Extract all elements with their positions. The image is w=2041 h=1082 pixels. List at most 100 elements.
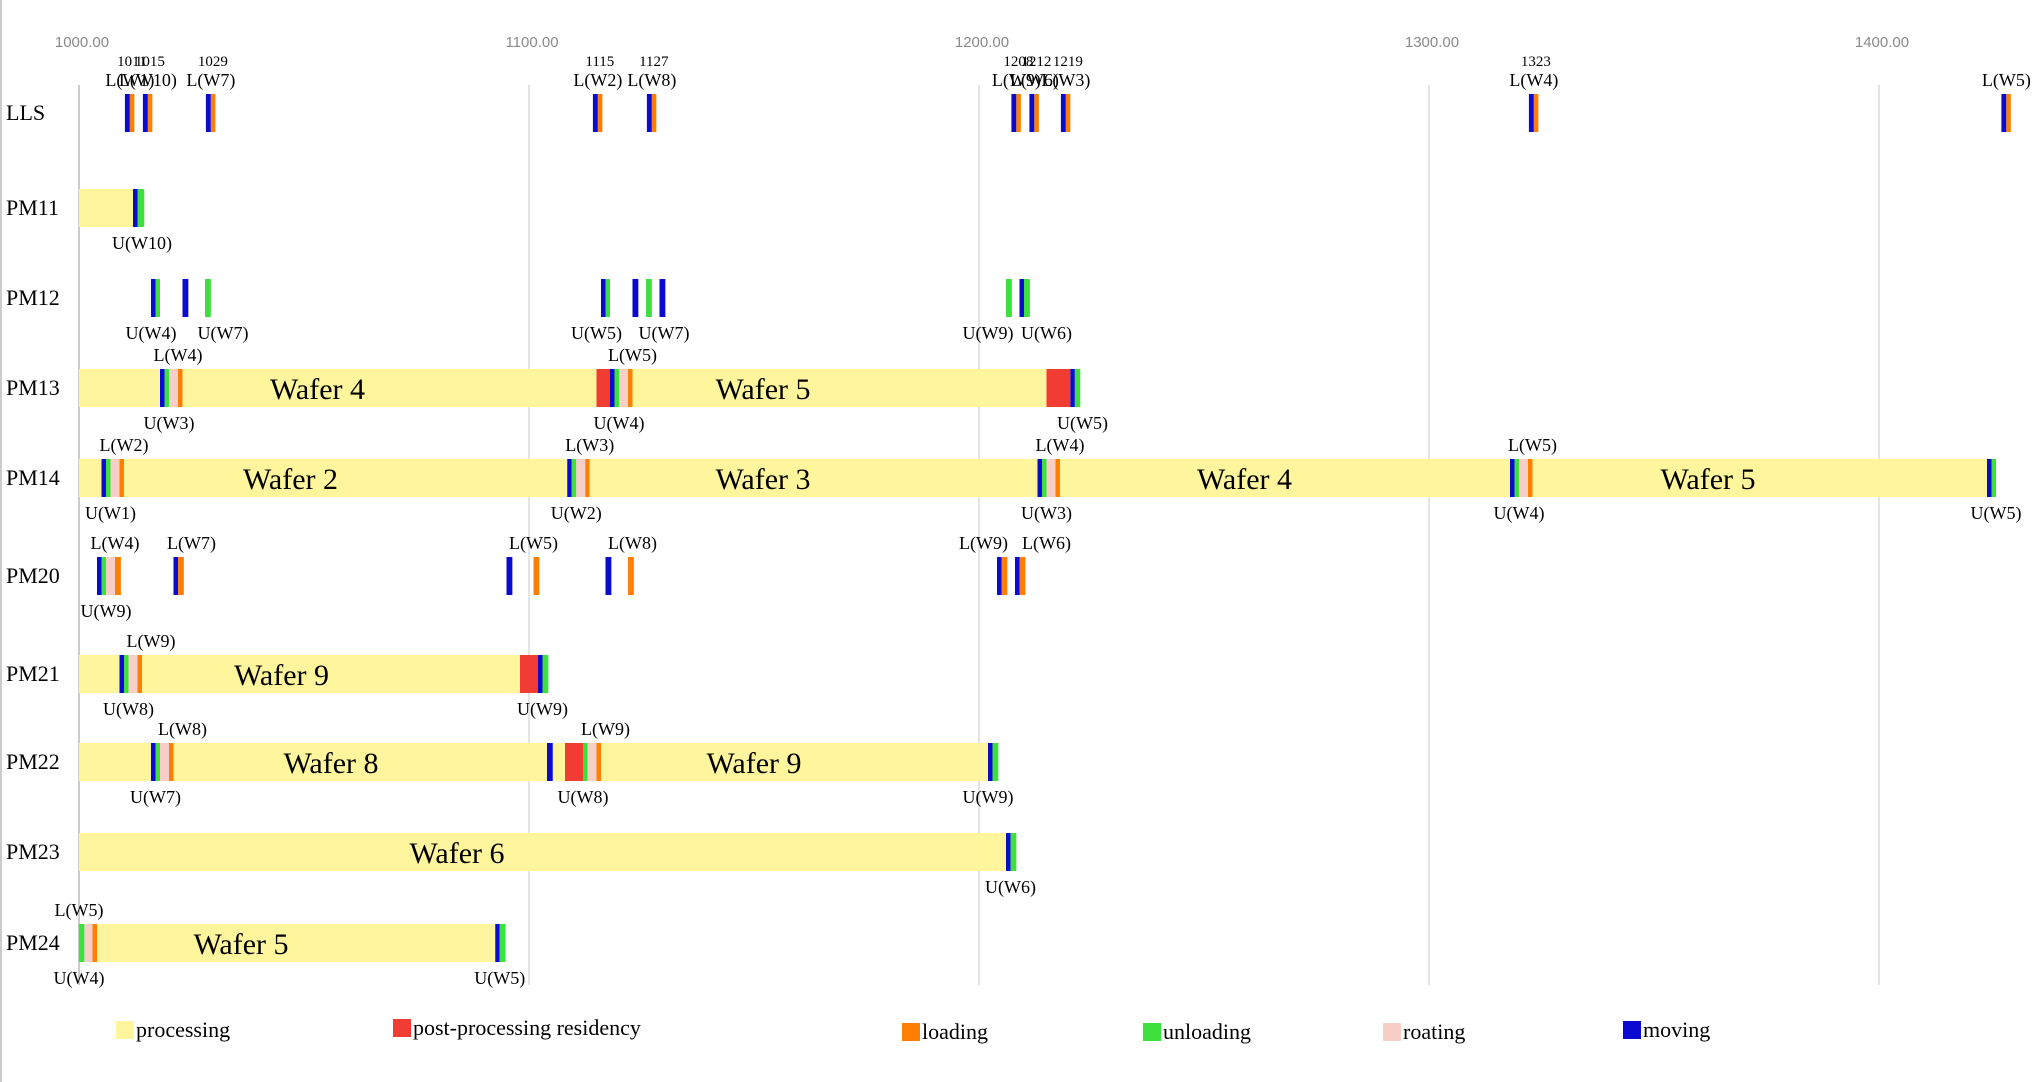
- segment-moving: [1528, 94, 1534, 132]
- segment-moving: [610, 369, 615, 407]
- segment-moving: [506, 557, 513, 595]
- row-pm12: PM12 U(W4) U(W7) U(W5) U(W7) U(W9) U(W6): [6, 279, 1072, 344]
- segment-rotating: [587, 743, 597, 781]
- segment-moving: [205, 94, 211, 132]
- unload-annotation: U(W7): [639, 323, 690, 344]
- segment-loading: [115, 557, 121, 595]
- row-pm21: PM21 Wafer 9 L(W9) U(W8) U(W9): [6, 631, 568, 720]
- load-annotation: L(W6): [1022, 533, 1071, 554]
- load-annotation: L(W5): [1982, 70, 2031, 91]
- wafer-label: Wafer 5: [193, 928, 288, 961]
- legend-item-moving: moving: [1623, 1017, 1710, 1042]
- segment-loading: [1019, 557, 1026, 595]
- segment-unloading: [542, 655, 549, 693]
- load-annotation: L(W4): [1036, 435, 1085, 456]
- segment-moving: [182, 279, 189, 317]
- segment-loading: [92, 924, 97, 962]
- unload-annotation: U(W3): [1021, 503, 1072, 524]
- segment-moving: [101, 459, 106, 497]
- segment-moving: [151, 279, 156, 317]
- unload-annotation: U(W1): [85, 503, 136, 524]
- segment-rotating: [128, 655, 138, 693]
- segment-unloading: [164, 369, 169, 407]
- unload-annotation: U(W5): [1057, 413, 1108, 434]
- segment-unloading: [106, 459, 111, 497]
- segment-processing: [97, 924, 496, 962]
- legend-swatch: [393, 1019, 411, 1037]
- unload-annotation: U(W9): [963, 787, 1014, 808]
- load-annotation: L(W5): [55, 900, 104, 921]
- segment-moving: [605, 557, 612, 595]
- segment-loading: [147, 94, 153, 132]
- segment-moving: [142, 94, 148, 132]
- segment-loading: [210, 94, 216, 132]
- unload-annotation: U(W2): [551, 503, 602, 524]
- segment-rotating: [106, 557, 115, 595]
- segment-loading: [137, 655, 142, 693]
- segment-unloading: [1074, 369, 1081, 407]
- unload-annotation: U(W6): [1021, 323, 1072, 344]
- row-label: PM22: [6, 749, 60, 774]
- legend: processing post-processing residency loadi…: [116, 1015, 1710, 1044]
- segment-moving: [1015, 557, 1020, 595]
- segment-processing: [601, 743, 988, 781]
- segment-moving: [538, 655, 543, 693]
- x-tick-label: 1100.00: [505, 34, 558, 51]
- legend-item-rotating: roating: [1383, 1019, 1465, 1044]
- legend-label: roating: [1403, 1019, 1465, 1044]
- wafer-label: Wafer 5: [715, 373, 810, 406]
- load-annotation: L(W9): [127, 631, 176, 652]
- segment-processing: [173, 743, 547, 781]
- load-annotation: L(W4): [154, 345, 203, 366]
- load-annotation: L(W1): [105, 70, 154, 91]
- segment-rotating: [1519, 459, 1528, 497]
- segment-unloading: [1991, 459, 1996, 497]
- x-tick-label: 1200.00: [955, 34, 1009, 51]
- row-label: LLS: [6, 100, 45, 125]
- load-annotation: L(W5): [608, 345, 657, 366]
- segment-moving: [1987, 459, 1992, 497]
- x-tick-label: 1000.00: [55, 34, 109, 51]
- segment-loading: [596, 743, 601, 781]
- segment-unloading: [1010, 833, 1017, 871]
- segment-moving: [1070, 369, 1075, 407]
- segment-moving: [1510, 459, 1515, 497]
- segment-loading: [178, 369, 183, 407]
- legend-label: post-processing residency: [413, 1015, 641, 1040]
- row-pm11: PM11 U(W10): [6, 189, 172, 254]
- segment-moving: [601, 279, 606, 317]
- segment-loading: [651, 94, 657, 132]
- row-label: PM12: [6, 285, 60, 310]
- segment-post: [520, 655, 538, 693]
- segment-moving: [1006, 833, 1011, 871]
- segment-rotating: [576, 459, 586, 497]
- segment-unloading: [1024, 279, 1030, 317]
- unload-annotation: U(W5): [1971, 503, 2022, 524]
- load-annotation: L(W8): [158, 719, 207, 740]
- legend-swatch: [1623, 1021, 1641, 1039]
- wafer-label: Wafer 5: [1660, 463, 1755, 496]
- segment-moving: [1037, 459, 1042, 497]
- segment-moving: [592, 94, 598, 132]
- row-label: PM23: [6, 839, 60, 864]
- segment-processing: [79, 833, 1006, 871]
- segment-unloading: [1006, 279, 1012, 317]
- unload-annotation: U(W9): [963, 323, 1014, 344]
- unload-annotation: U(W5): [474, 968, 525, 989]
- segment-unloading: [1514, 459, 1519, 497]
- segment-moving: [659, 279, 666, 317]
- legend-label: moving: [1643, 1017, 1710, 1042]
- segment-moving: [567, 459, 572, 497]
- segment-loading: [178, 557, 184, 595]
- unload-annotation: U(W9): [81, 601, 132, 622]
- segment-moving: [1019, 279, 1024, 317]
- segment-loading: [1001, 557, 1008, 595]
- segment-moving: [1060, 94, 1066, 132]
- load-annotation: L(W8): [608, 533, 657, 554]
- legend-label: unloading: [1163, 1019, 1251, 1044]
- segment-moving: [1011, 94, 1017, 132]
- segment-unloading: [605, 279, 610, 317]
- legend-label: processing: [136, 1017, 230, 1042]
- segment-unloading: [79, 924, 85, 962]
